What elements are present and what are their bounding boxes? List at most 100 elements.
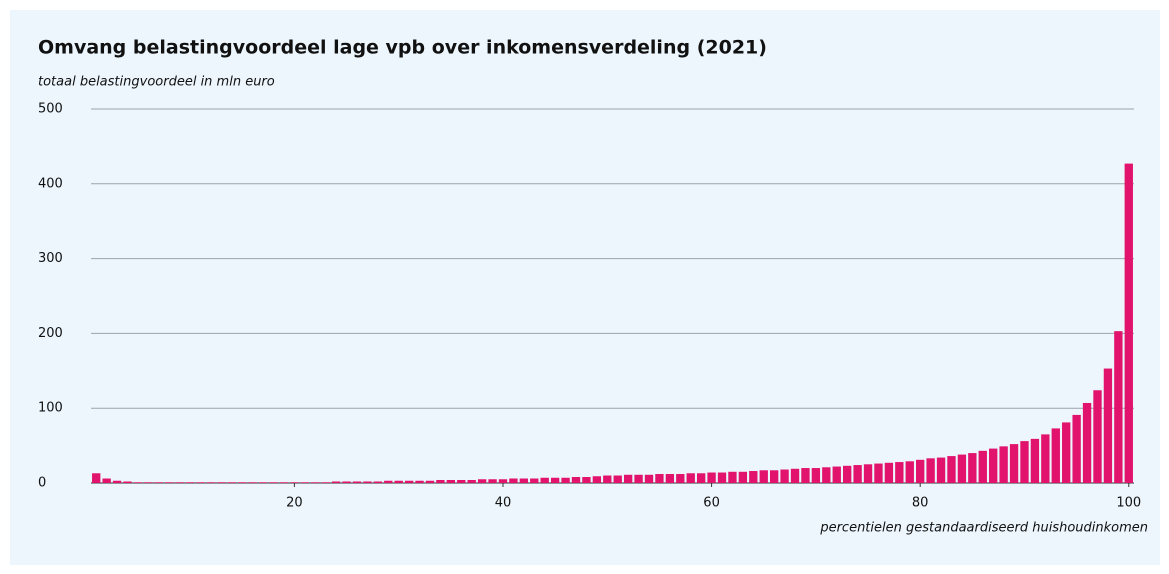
bar [989, 448, 998, 483]
bar [676, 474, 685, 483]
bar [112, 480, 122, 483]
bar [102, 478, 111, 483]
bar [790, 468, 800, 483]
bar [644, 474, 654, 483]
y-tick-label: 100 [38, 401, 63, 416]
bar [571, 477, 581, 483]
y-axis-label: totaal belastingvoordeel in mln euro [38, 75, 275, 90]
bar [206, 482, 216, 483]
bar [696, 473, 706, 483]
bar [936, 457, 946, 483]
bar [509, 478, 518, 483]
bar [916, 459, 925, 483]
bar [853, 465, 862, 483]
y-tick-label: 500 [38, 102, 63, 117]
bar [258, 482, 268, 483]
x-tick-label: 20 [286, 496, 303, 511]
bar [968, 453, 977, 483]
bar [759, 470, 768, 483]
bar [300, 482, 309, 483]
bar [331, 481, 341, 483]
bar [582, 477, 591, 483]
bar [665, 474, 675, 483]
x-tick-label: 40 [495, 496, 512, 511]
bar [592, 476, 602, 483]
bar [373, 481, 382, 483]
bar [874, 463, 883, 483]
y-tick-label: 300 [38, 251, 63, 266]
bar [1062, 422, 1071, 483]
bar [446, 480, 456, 483]
bar [738, 471, 748, 483]
bar [623, 474, 633, 483]
bar [123, 481, 132, 483]
x-tick-label: 60 [703, 496, 720, 511]
bar [321, 482, 330, 483]
bar [133, 482, 143, 483]
bar [352, 481, 362, 483]
bar [1041, 434, 1050, 483]
bar [863, 464, 873, 483]
bar [686, 473, 695, 483]
bar [749, 471, 758, 483]
bar [561, 477, 570, 483]
bar [311, 482, 320, 483]
bar [895, 462, 904, 483]
bar [238, 482, 247, 483]
bar [1009, 444, 1019, 483]
bar [843, 465, 852, 483]
bar [165, 482, 174, 483]
x-axis-label: percentielen gestandaardiseerd huishoudi… [819, 521, 1148, 536]
chart-title: Omvang belastingvoordeel lage vpb over i… [38, 37, 767, 59]
bar [1103, 368, 1113, 483]
bar [384, 480, 393, 483]
bar [92, 473, 101, 483]
bar [363, 481, 372, 483]
bar [905, 461, 914, 483]
bar [248, 482, 257, 483]
bar [185, 482, 195, 483]
bar [801, 468, 810, 483]
y-tick-label: 400 [38, 176, 63, 191]
bar [467, 480, 476, 483]
bar [519, 478, 529, 483]
x-tick-label: 80 [912, 496, 929, 511]
bar [978, 450, 987, 483]
bar [227, 482, 236, 483]
bar [1051, 428, 1060, 483]
bar [947, 456, 956, 483]
bar [1072, 414, 1081, 483]
bar [404, 480, 414, 483]
bar [394, 480, 403, 483]
bar [175, 482, 184, 483]
bar [1114, 331, 1123, 483]
bar [415, 480, 424, 483]
bar [832, 466, 841, 483]
y-tick-label: 200 [38, 326, 63, 341]
bar [279, 482, 289, 483]
bar [780, 469, 789, 483]
bar [154, 482, 163, 483]
bar [269, 482, 278, 483]
bar [603, 475, 612, 483]
bar [290, 482, 299, 483]
bar [717, 472, 727, 483]
y-tick-label: 0 [38, 476, 46, 491]
bar [540, 477, 549, 483]
bar [425, 480, 435, 483]
bar [769, 470, 779, 483]
bar [811, 468, 821, 483]
bar [1030, 438, 1040, 483]
bar [550, 477, 560, 483]
bar [1082, 402, 1092, 483]
bar [957, 454, 967, 483]
bar [530, 478, 539, 483]
bar [144, 482, 153, 483]
bar [728, 471, 737, 483]
bar [1093, 390, 1102, 483]
bar [498, 479, 508, 483]
x-tick-label: 100 [1116, 496, 1141, 511]
bar [884, 462, 894, 483]
bar [1020, 441, 1029, 483]
